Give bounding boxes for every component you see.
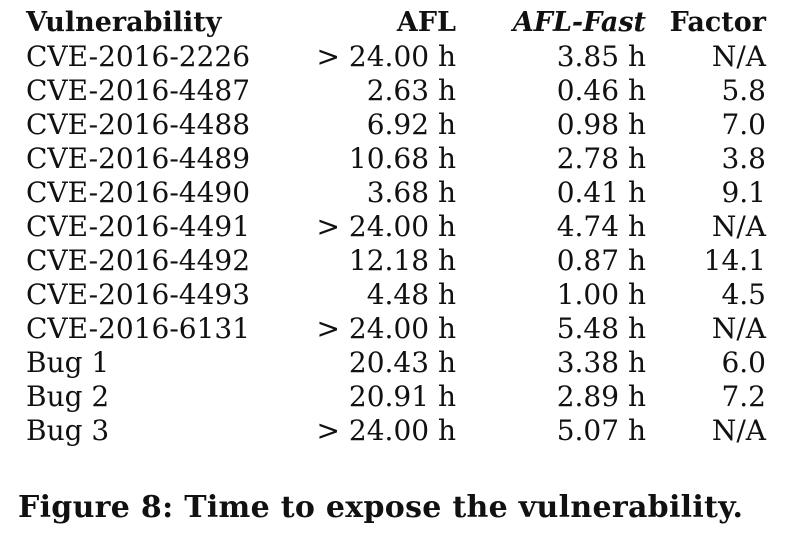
table-row: CVE-2016-4492 12.18 h 0.87 h 14.1 [26, 244, 766, 278]
table-row: CVE-2016-4491 > 24.00 h 4.74 h N/A [26, 210, 766, 244]
factor-cell: 4.5 [721, 278, 766, 311]
factor-cell: 14.1 [703, 244, 766, 277]
table-body: CVE-2016-2226 > 24.00 h 3.85 h N/A CVE-2016-… [26, 40, 766, 448]
factor-cell: 9.1 [721, 176, 766, 209]
factor-cell: N/A [711, 210, 766, 243]
afl-time-cell: 12.18 h [348, 244, 456, 277]
vulnerability-cell: CVE-2016-4489 [26, 142, 251, 175]
factor-cell: N/A [711, 40, 766, 73]
table-row: Bug 1 20.43 h 3.38 h 6.0 [26, 346, 766, 380]
vulnerability-exposure-table: Vulnerability AFL AFL-Fast Factor CVE-20… [26, 6, 766, 448]
vulnerability-cell: CVE-2016-4487 [26, 74, 251, 107]
table-row: CVE-2016-4490 3.68 h 0.41 h 9.1 [26, 176, 766, 210]
afl-time-cell: 3.68 h [366, 176, 456, 209]
aflfast-time-cell: 0.98 h [556, 108, 646, 141]
vulnerability-cell: CVE-2016-4492 [26, 244, 251, 277]
aflfast-time-cell: 2.89 h [556, 380, 646, 413]
vulnerability-cell: CVE-2016-4491 [26, 210, 251, 243]
afl-time-cell: 10.68 h [348, 142, 456, 175]
vulnerability-cell: Bug 1 [26, 346, 110, 379]
afl-time-cell: 4.48 h [366, 278, 456, 311]
header-afl: AFL [396, 7, 456, 38]
vulnerability-cell: CVE-2016-4490 [26, 176, 251, 209]
factor-cell: 7.0 [721, 108, 766, 141]
factor-cell: 3.8 [721, 142, 766, 175]
table-row: CVE-2016-4487 2.63 h 0.46 h 5.8 [26, 74, 766, 108]
header-vulnerability: Vulnerability [26, 7, 222, 38]
header-row: Vulnerability AFL AFL-Fast Factor [26, 6, 766, 40]
factor-cell: 7.2 [721, 380, 766, 413]
vulnerability-cell: CVE-2016-4488 [26, 108, 251, 141]
afl-time-cell: > 24.00 h [316, 414, 456, 447]
figure-caption: Figure 8: Time to expose the vulnerabili… [18, 490, 744, 525]
aflfast-time-cell: 0.46 h [556, 74, 646, 107]
table-row: CVE-2016-6131 > 24.00 h 5.48 h N/A [26, 312, 766, 346]
aflfast-time-cell: 5.07 h [556, 414, 646, 447]
afl-time-cell: > 24.00 h [316, 40, 456, 73]
table-row: Bug 2 20.91 h 2.89 h 7.2 [26, 380, 766, 414]
header-aflfast: AFL-Fast [512, 7, 646, 38]
table-row: CVE-2016-4489 10.68 h 2.78 h 3.8 [26, 142, 766, 176]
factor-cell: 6.0 [721, 346, 766, 379]
table-row: CVE-2016-4488 6.92 h 0.98 h 7.0 [26, 108, 766, 142]
vulnerability-cell: Bug 2 [26, 380, 110, 413]
aflfast-time-cell: 4.74 h [556, 210, 646, 243]
afl-time-cell: 20.43 h [348, 346, 456, 379]
aflfast-time-cell: 0.87 h [556, 244, 646, 277]
table-row: CVE-2016-4493 4.48 h 1.00 h 4.5 [26, 278, 766, 312]
aflfast-time-cell: 3.85 h [556, 40, 646, 73]
vulnerability-cell: CVE-2016-2226 [26, 40, 251, 73]
factor-cell: N/A [711, 312, 766, 345]
afl-time-cell: 20.91 h [348, 380, 456, 413]
header-factor: Factor [669, 7, 766, 38]
afl-time-cell: 6.92 h [366, 108, 456, 141]
factor-cell: 5.8 [721, 74, 766, 107]
vulnerability-cell: CVE-2016-6131 [26, 312, 251, 345]
results-table-container: Vulnerability AFL AFL-Fast Factor CVE-20… [26, 6, 766, 448]
afl-time-cell: > 24.00 h [316, 210, 456, 243]
aflfast-time-cell: 2.78 h [556, 142, 646, 175]
factor-cell: N/A [711, 414, 766, 447]
afl-time-cell: 2.63 h [366, 74, 456, 107]
aflfast-time-cell: 5.48 h [556, 312, 646, 345]
vulnerability-cell: CVE-2016-4493 [26, 278, 251, 311]
afl-time-cell: > 24.00 h [316, 312, 456, 345]
table-row: Bug 3 > 24.00 h 5.07 h N/A [26, 414, 766, 448]
aflfast-time-cell: 3.38 h [556, 346, 646, 379]
table-header: Vulnerability AFL AFL-Fast Factor [26, 6, 766, 40]
vulnerability-cell: Bug 3 [26, 414, 110, 447]
aflfast-time-cell: 0.41 h [556, 176, 646, 209]
aflfast-time-cell: 1.00 h [556, 278, 646, 311]
table-row: CVE-2016-2226 > 24.00 h 3.85 h N/A [26, 40, 766, 74]
